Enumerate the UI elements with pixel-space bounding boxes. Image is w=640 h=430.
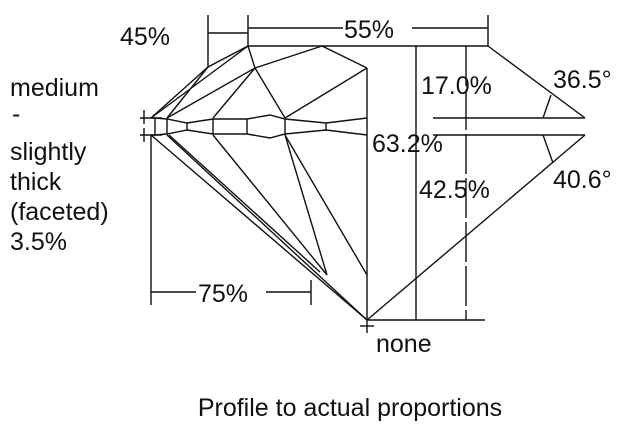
caption: Profile to actual proportions xyxy=(198,394,502,422)
girdle-label-line: medium xyxy=(10,74,99,102)
girdle-label-line: - xyxy=(12,100,20,128)
girdle-label-line: 3.5% xyxy=(10,228,67,256)
diamond-outline xyxy=(140,45,374,333)
culet-label: none xyxy=(376,330,432,358)
girdle-label-line: thick xyxy=(10,168,62,196)
girdle-label-line: (faceted) xyxy=(10,198,109,226)
table-label: 55% xyxy=(344,16,394,44)
pavilion-depth-label: 42.5% xyxy=(419,176,490,204)
girdle-label: medium - slightly thick (faceted) 3.5% xyxy=(10,74,109,256)
total-depth-label: 63.2% xyxy=(372,130,443,158)
pavilion-angle-label: 40.6° xyxy=(553,166,612,194)
crown-angle-label: 36.5° xyxy=(553,66,612,94)
star-length-label: 45% xyxy=(120,23,170,51)
dimension-lines xyxy=(150,15,586,321)
girdle-label-line: slightly xyxy=(10,138,87,166)
crown-height-label: 17.0% xyxy=(421,72,492,100)
lower-half-label: 75% xyxy=(198,280,248,308)
